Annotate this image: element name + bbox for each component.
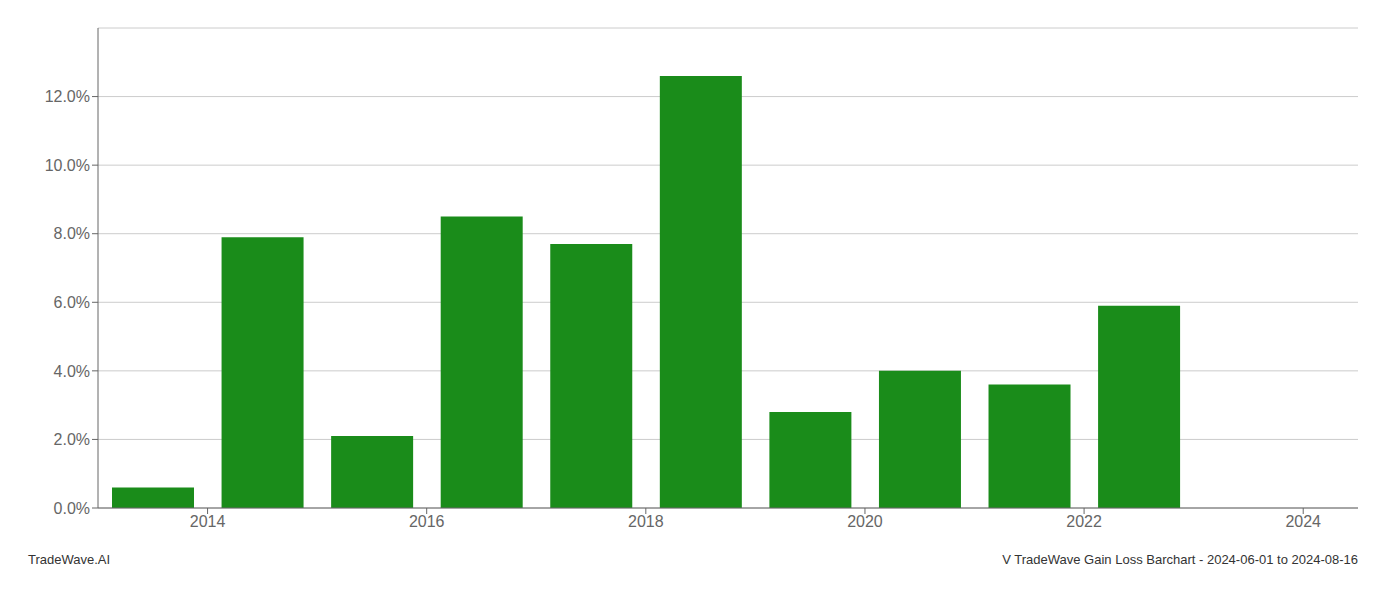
svg-text:2022: 2022: [1066, 513, 1102, 530]
html-text:TradeWave.AI: TradeWave.AI: [28, 552, 111, 567]
svg-text:10.0%: 10.0%: [45, 157, 90, 174]
svg-text:2024: 2024: [1285, 513, 1321, 530]
svg-text:8.0%: 8.0%: [54, 225, 90, 242]
svg-text:4.0%: 4.0%: [54, 363, 90, 380]
svg-text:2016: 2016: [409, 513, 445, 530]
svg-text:2020: 2020: [847, 513, 883, 530]
svg-text:0.0%: 0.0%: [54, 500, 90, 517]
svg-text:12.0%: 12.0%: [45, 88, 90, 105]
html-text:V TradeWave Gain Loss Barchart: V TradeWave Gain Loss Barchart - 2024-06…: [1002, 552, 1358, 567]
svg-text:2.0%: 2.0%: [54, 431, 90, 448]
svg-text:2014: 2014: [190, 513, 226, 530]
svg-text:2018: 2018: [628, 513, 664, 530]
svg-text:6.0%: 6.0%: [54, 294, 90, 311]
